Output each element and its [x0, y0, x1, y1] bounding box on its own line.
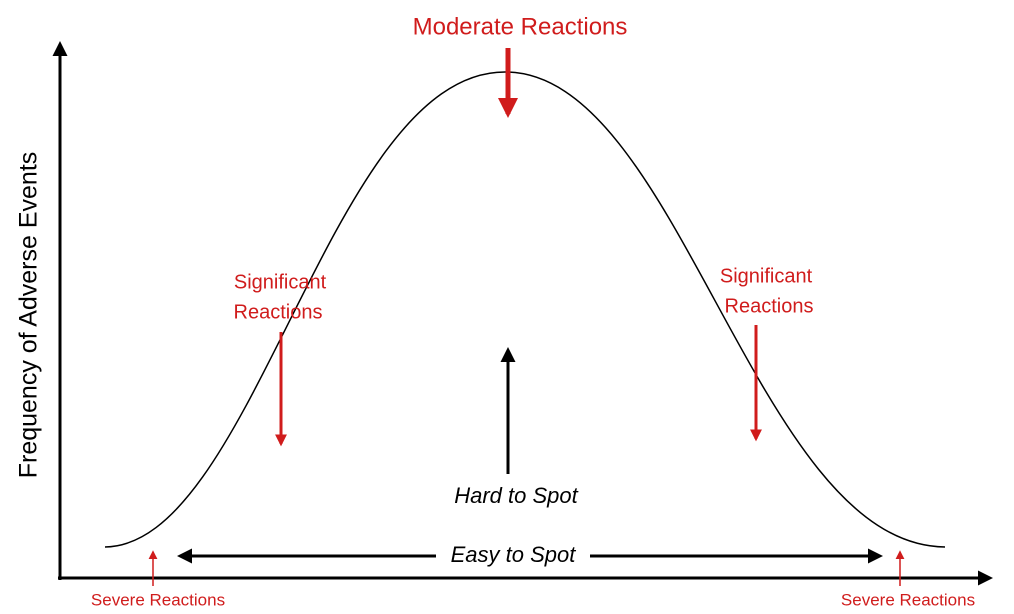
significant-label: Significant — [234, 271, 327, 293]
significant-label: Significant — [720, 265, 813, 287]
y-axis-label: Frequency of Adverse Events — [15, 152, 43, 479]
severe-label: Severe Reactions — [91, 590, 225, 609]
label-background — [436, 540, 590, 572]
moderate-label: Moderate Reactions — [413, 13, 628, 40]
significant-label: Reactions — [234, 301, 323, 323]
severe-label: Severe Reactions — [841, 590, 975, 609]
bell-curve — [104, 71, 946, 548]
hard-label: Hard to Spot — [454, 483, 578, 508]
easy-label: Easy to Spot — [451, 542, 577, 567]
significant-label: Reactions — [725, 295, 814, 317]
